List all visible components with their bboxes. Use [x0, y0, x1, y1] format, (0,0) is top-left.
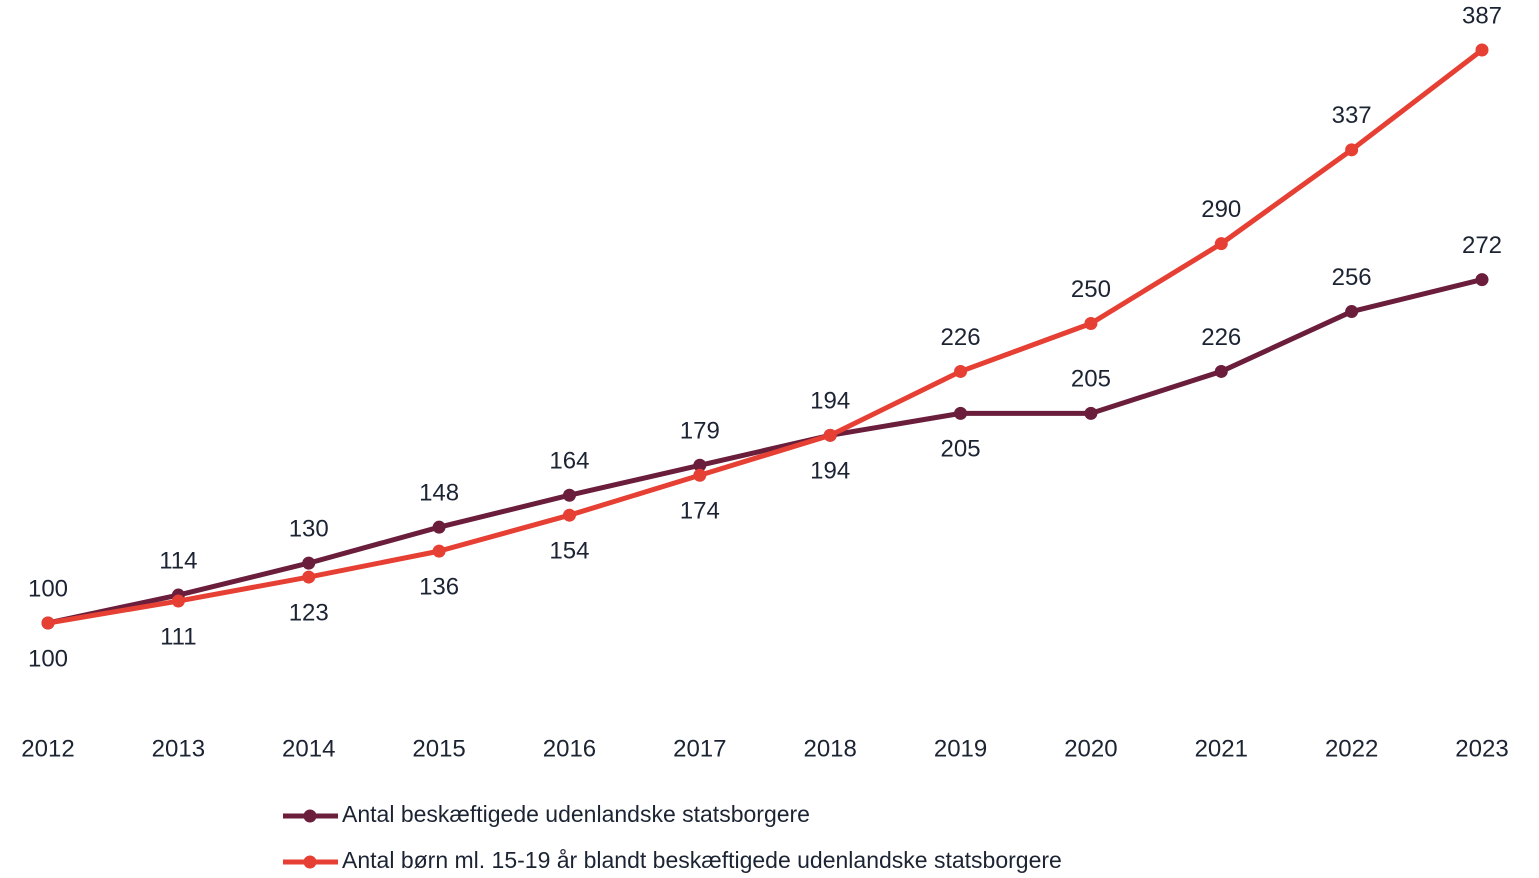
point	[1214, 364, 1228, 378]
legend-label: Antal børn ml. 15-19 år blandt beskæftig…	[342, 847, 1062, 873]
data-label: 114	[159, 547, 197, 574]
series-line	[47, 277, 1483, 626]
data-label: 337	[1332, 102, 1372, 129]
x-tick-label: 2016	[543, 735, 596, 762]
x-tick-label: 2020	[1064, 735, 1117, 762]
point	[1084, 317, 1098, 331]
point	[693, 468, 707, 482]
x-tick-label: 2012	[21, 735, 74, 762]
data-label: 100	[28, 645, 68, 672]
x-tick-label: 2017	[673, 735, 726, 762]
x-tick-label: 2019	[934, 735, 987, 762]
data-label: 100	[28, 575, 68, 602]
series-line	[47, 48, 1484, 626]
data-label: 256	[1332, 264, 1372, 291]
point	[432, 544, 446, 558]
point	[1475, 273, 1489, 287]
point	[693, 458, 707, 472]
data-label: 154	[549, 538, 589, 565]
data-label: 226	[941, 324, 981, 351]
point	[1084, 406, 1098, 420]
legend-label: Antal beskæftigede udenlandske statsborg…	[342, 801, 810, 827]
point	[302, 570, 316, 584]
point	[302, 556, 316, 570]
data-label: 136	[419, 573, 459, 600]
data-label: 111	[160, 623, 196, 650]
data-label: 290	[1201, 196, 1241, 223]
data-label: 250	[1071, 276, 1111, 303]
data-label: 226	[1201, 324, 1241, 351]
data-label: 194	[810, 458, 850, 485]
point	[1345, 305, 1359, 319]
point	[1345, 143, 1359, 157]
x-tick-label: 2021	[1195, 735, 1248, 762]
point	[954, 364, 968, 378]
point	[954, 406, 968, 420]
data-label: 148	[419, 480, 459, 507]
point	[823, 428, 837, 442]
x-tick-label: 2013	[152, 735, 205, 762]
data-label: 174	[680, 498, 720, 525]
point	[1475, 43, 1489, 57]
point	[41, 616, 55, 630]
point	[562, 508, 576, 522]
point	[1214, 237, 1228, 251]
point	[432, 520, 446, 534]
x-tick-label: 2022	[1325, 735, 1378, 762]
x-tick-label: 2023	[1455, 735, 1508, 762]
data-label: 272	[1462, 232, 1502, 259]
legend-marker	[303, 855, 317, 869]
data-label: 205	[1071, 366, 1111, 393]
point	[562, 488, 576, 502]
data-label: 194	[810, 388, 850, 415]
legend-marker	[303, 809, 317, 823]
data-label: 123	[289, 599, 329, 626]
data-label: 179	[680, 418, 720, 445]
data-label: 130	[289, 515, 329, 542]
data-label: 387	[1462, 2, 1502, 29]
data-label: 164	[549, 448, 589, 475]
data-label: 205	[941, 436, 981, 463]
x-tick-label: 2018	[803, 735, 856, 762]
point	[171, 594, 185, 608]
x-tick-label: 2014	[282, 735, 335, 762]
x-tick-label: 2015	[412, 735, 465, 762]
